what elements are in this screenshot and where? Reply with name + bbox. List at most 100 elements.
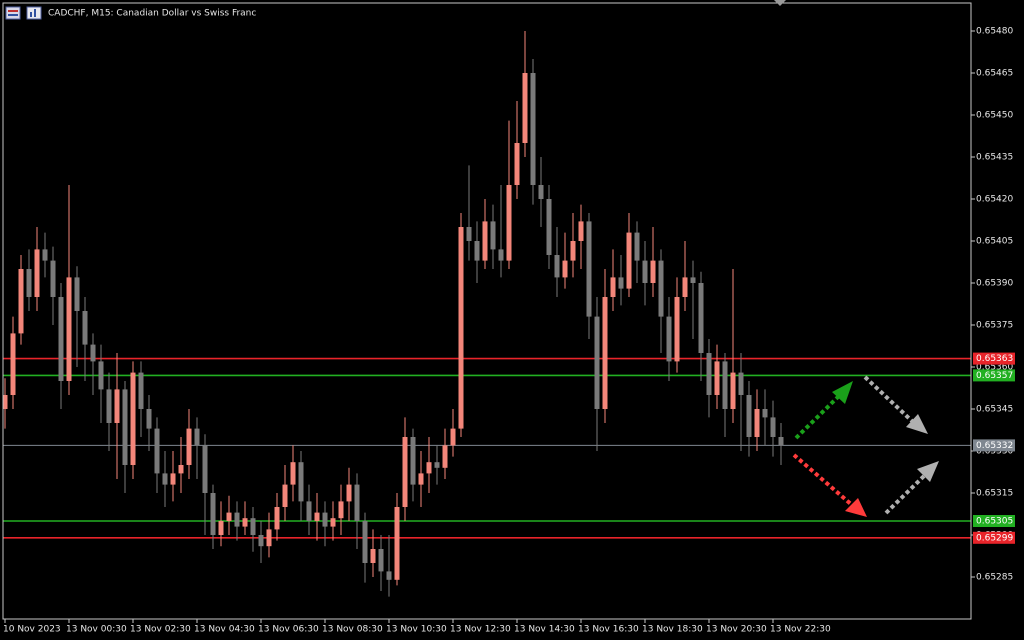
candle-body [490, 221, 496, 250]
candle-body [514, 143, 520, 185]
x-tick-label: 13 Nov 06:30 [258, 625, 319, 635]
chart-icon-bar [30, 12, 32, 17]
menu-icon-bar [8, 14, 18, 16]
y-tick-label: 0.65360 [976, 363, 1013, 373]
candle-body [130, 372, 136, 465]
candle-body [82, 311, 88, 345]
candle-body [386, 571, 392, 580]
candle-body [474, 241, 480, 261]
candle-body [666, 316, 672, 362]
candle-body [698, 283, 704, 353]
candle-body [170, 473, 176, 485]
chart-title: CADCHF, M15: Canadian Dollar vs Swiss Fr… [48, 9, 256, 19]
candle-body [738, 372, 744, 395]
candle-body [26, 269, 32, 297]
candle-body [562, 260, 568, 278]
candle-body [282, 484, 288, 507]
plot-frame [2, 2, 972, 620]
candle-body [690, 277, 696, 283]
y-tick-label: 0.65390 [976, 279, 1013, 289]
candle-body [522, 73, 528, 143]
price-label-box [973, 439, 1015, 452]
x-tick-label: 13 Nov 18:30 [642, 625, 703, 635]
candle-body [378, 549, 384, 572]
candle-body [426, 462, 432, 474]
candle-body [18, 269, 24, 334]
candle-body [434, 462, 440, 468]
level-layer [3, 357, 971, 539]
arrow-down-gray [863, 375, 915, 424]
candle-body [706, 353, 712, 395]
candle-body [594, 316, 600, 409]
candle-body [642, 260, 648, 283]
candle-layer [2, 31, 784, 597]
y-tick-label: 0.65465 [976, 69, 1013, 79]
candle-body [778, 437, 784, 446]
x-tick-label: 13 Nov 16:30 [578, 625, 639, 635]
candle-body [730, 372, 736, 409]
arrow-up-gray [884, 473, 927, 515]
candle-body [90, 344, 96, 362]
candle-body [106, 389, 112, 423]
header: CADCHF, M15: Canadian Dollar vs Swiss Fr… [5, 6, 256, 20]
price-label: 0.65363 [976, 354, 1013, 364]
candle-body [306, 501, 312, 521]
candle-body [450, 428, 456, 446]
candle-body [498, 249, 504, 261]
candle-body [2, 395, 8, 409]
candle-body [586, 221, 592, 317]
price-label: 0.65332 [976, 441, 1013, 451]
arrow-down-red [792, 453, 854, 507]
candle-body [186, 428, 192, 465]
candle-body [266, 529, 272, 547]
candle-body [650, 260, 656, 283]
candle-body [554, 255, 560, 278]
candle-body [162, 473, 168, 485]
candle-body [314, 512, 320, 521]
candle-body [10, 333, 16, 395]
candle-body [506, 185, 512, 261]
x-tick-label: 13 Nov 08:30 [322, 625, 383, 635]
candle-body [226, 512, 232, 521]
menu-icon[interactable] [5, 6, 21, 20]
y-tick-label: 0.65285 [976, 573, 1013, 583]
arrow-head [845, 498, 867, 517]
candle-body [298, 462, 304, 502]
candle-body [194, 428, 200, 446]
y-tick-label: 0.65480 [976, 27, 1013, 37]
candle-body [50, 260, 56, 297]
candle-body [146, 409, 152, 429]
candle-body [602, 297, 608, 409]
candle-body [258, 535, 264, 547]
y-tick-label: 0.65435 [976, 153, 1013, 163]
candle-body [290, 462, 296, 485]
candle-body [626, 232, 632, 289]
candle-body [274, 507, 280, 530]
x-tick-label: 13 Nov 04:30 [194, 625, 255, 635]
price-label: 0.65305 [976, 517, 1013, 527]
price-label-box [973, 531, 1015, 544]
y-tick-label: 0.65315 [976, 489, 1013, 499]
candle-body [34, 249, 40, 297]
y-tick-label: 0.65330 [976, 447, 1013, 457]
price-label-box [973, 352, 1015, 365]
candle-body [722, 361, 728, 409]
candle-body [746, 395, 752, 437]
candle-body [98, 361, 104, 390]
candle-body [58, 297, 64, 381]
price-label: 0.65357 [976, 371, 1013, 381]
candle-body [210, 493, 216, 535]
candle-body [458, 227, 464, 429]
arrow-head [906, 414, 928, 434]
forecast-arrows [792, 375, 939, 517]
x-tick-label: 13 Nov 00:30 [66, 625, 127, 635]
candle-body [570, 241, 576, 261]
candle-body [338, 501, 344, 519]
candle-body [466, 227, 472, 241]
candle-body [154, 428, 160, 474]
candle-body [578, 221, 584, 241]
y-tick-label: 0.65420 [976, 195, 1013, 205]
candle-body [714, 361, 720, 395]
